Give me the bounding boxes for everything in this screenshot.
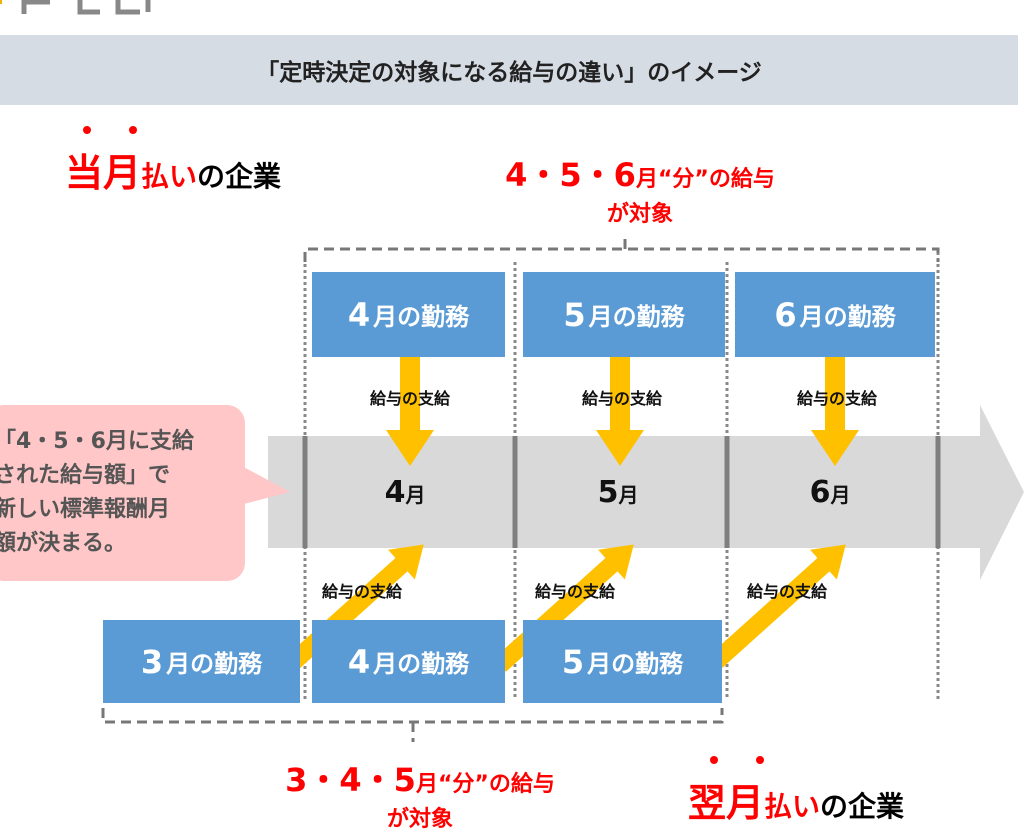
next-month-heading: 翌月払いの企業: [688, 772, 904, 827]
diagonal-arrow: [705, 544, 846, 672]
payment-label: 給与の支給: [534, 582, 615, 601]
callout-line: 新しい標準報酬月: [0, 497, 171, 522]
target-tail: 月“分”の給与: [635, 167, 775, 192]
payment-label: 給与の支給: [581, 389, 662, 408]
heading-black: の企業: [197, 160, 282, 193]
payment-label: 給与の支給: [321, 582, 402, 601]
logo: [0, 0, 151, 15]
work-box-top: 4 月の勤務: [312, 272, 505, 357]
bottom-dashed-bracket: [101, 708, 724, 742]
down-arrow: [811, 340, 859, 466]
heading-red: 払い: [141, 160, 198, 193]
target-months: 3・4・5: [285, 761, 416, 799]
heading-black: の企業: [820, 790, 905, 823]
work-box-bottom: 5 月の勤務: [523, 620, 722, 703]
month-label: 6月: [809, 475, 851, 510]
payment-label: 給与の支給: [369, 389, 450, 408]
target-line2: が対象: [606, 202, 673, 227]
page-title: 「定時決定の対象になる給与の違い」のイメージ: [256, 60, 762, 86]
timeline-ticks: [302, 436, 941, 548]
callout-line: 額が決まる。: [0, 531, 127, 556]
work-box-top: 5 月の勤務: [523, 272, 725, 357]
target-months: 4・5・6: [505, 156, 636, 194]
top-dashed-bracket: [303, 236, 940, 262]
payment-label: 給与の支給: [746, 582, 827, 601]
target-tail: 月“分”の給与: [415, 772, 555, 797]
heading-red: 払い: [764, 790, 821, 823]
month-label: 5月: [597, 475, 639, 510]
target-line2: が対象: [386, 807, 453, 832]
work-box-top: 6 月の勤務: [735, 272, 935, 357]
bottom-target-label: 3・4・5月“分”の給与 が対象: [250, 755, 590, 833]
current-month-heading: 当月払いの企業: [65, 142, 281, 197]
heading-emphasis: 当月: [65, 151, 142, 195]
payment-label: 給与の支給: [796, 389, 877, 408]
work-box-bottom: 3 月の勤務: [103, 620, 300, 703]
top-target-label: 4・5・6月“分”の給与 が対象: [470, 150, 810, 228]
month-label: 4月: [384, 475, 426, 510]
callout-pointer: [240, 465, 290, 505]
callout-line: された給与額」で: [0, 463, 171, 488]
down-arrow: [386, 340, 434, 466]
callout-line: 「4・5・6月に支給: [0, 429, 194, 454]
emphasis-dots: [83, 126, 764, 764]
work-box-bottom: 4 月の勤務: [312, 620, 505, 703]
down-arrow: [596, 340, 644, 466]
heading-emphasis: 翌月: [688, 781, 765, 825]
title-bar: 「定時決定の対象になる給与の違い」のイメージ: [0, 35, 1018, 105]
callout-box: 「4・5・6月に支給 された給与額」で 新しい標準報酬月 額が決まる。: [0, 405, 245, 581]
